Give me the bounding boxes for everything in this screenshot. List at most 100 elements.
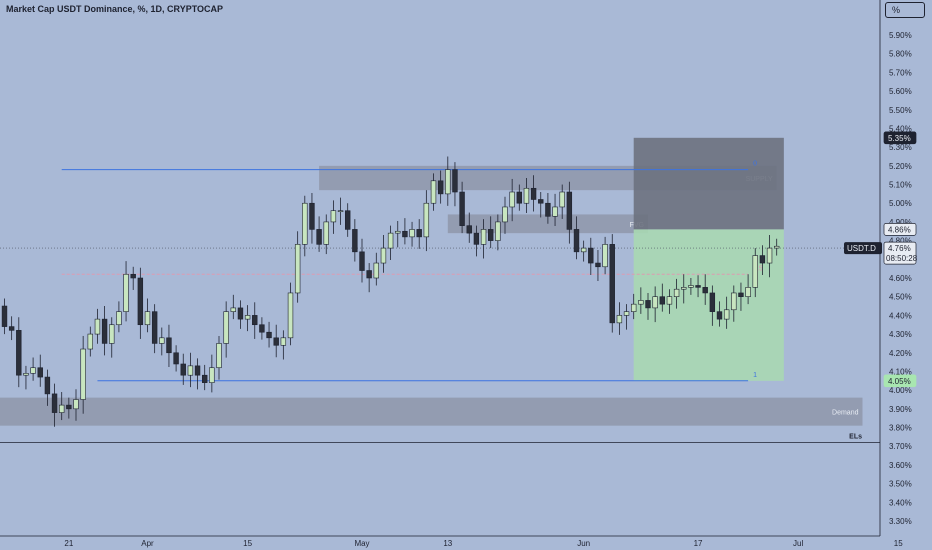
candle-up	[623, 311, 630, 316]
candle-up	[23, 373, 29, 376]
candle-up	[681, 287, 687, 290]
candle-up	[87, 333, 94, 350]
y-tick-label: 3.40%	[889, 498, 912, 507]
y-tick-label: 5.80%	[889, 50, 912, 59]
current-price-value: 4.76%	[888, 244, 911, 253]
candle-up	[337, 210, 344, 213]
candle-up	[523, 187, 530, 204]
price-tag-label: 4.05%	[888, 377, 911, 386]
y-tick-label: 5.20%	[889, 162, 912, 171]
level-top-label: 0	[753, 161, 757, 168]
candle-down	[309, 202, 315, 230]
y-tick-label: 3.30%	[889, 517, 912, 526]
x-tick-label: Apr	[141, 539, 154, 548]
candle-up	[745, 287, 751, 297]
candle-down	[588, 247, 594, 264]
level-bottom-label: 1	[753, 372, 757, 379]
candle-down	[402, 230, 408, 238]
els-label: ELs	[849, 433, 862, 440]
candle-down	[473, 232, 480, 245]
y-tick-label: 5.70%	[889, 68, 912, 77]
symbol-tag-label: USDT.D	[847, 244, 876, 253]
candle-down	[716, 311, 723, 320]
y-tick-label: 4.80%	[889, 237, 912, 246]
candle-up	[287, 292, 294, 339]
candle-up	[373, 262, 379, 279]
candle-up	[323, 221, 329, 245]
price-tag-target	[883, 374, 917, 388]
y-tick-label: 5.50%	[889, 106, 912, 115]
candle-down	[759, 255, 766, 264]
candle-down	[273, 337, 279, 346]
y-tick-label: 5.00%	[889, 199, 912, 208]
candle-up	[223, 311, 229, 344]
candle-up	[766, 247, 773, 264]
y-tick-label: 4.60%	[889, 274, 912, 283]
candle-up	[109, 324, 115, 344]
candle-down	[416, 229, 422, 238]
y-tick-label: 4.10%	[889, 367, 912, 376]
countdown-label: 08:50:28	[886, 254, 918, 263]
y-tick-label: 3.90%	[889, 405, 912, 414]
candle-up	[423, 202, 430, 238]
candle-up	[380, 247, 387, 264]
candle-up	[409, 229, 415, 238]
candle-up	[216, 343, 222, 369]
candle-up	[773, 245, 780, 249]
candle-up	[552, 206, 558, 217]
candle-down	[101, 318, 108, 344]
candle-up	[652, 296, 658, 309]
candle-up	[673, 288, 680, 297]
candle-up	[430, 180, 437, 204]
candle-up	[280, 337, 287, 346]
reward-box	[633, 229, 784, 381]
x-tick-label: 21	[64, 539, 73, 548]
y-tick-label: 3.50%	[889, 480, 912, 489]
y-tick-label: 5.10%	[889, 181, 912, 190]
candle-down	[452, 169, 458, 193]
candle-down	[566, 191, 573, 230]
candle-down	[37, 367, 43, 378]
candle-up	[723, 309, 730, 320]
candle-down	[366, 270, 372, 279]
y-tick-label: 4.30%	[889, 330, 912, 339]
candle-down	[151, 311, 158, 344]
candle-up	[616, 315, 623, 324]
y-tick-label: 5.60%	[889, 87, 912, 96]
candle-up	[688, 285, 694, 288]
candle-down	[137, 277, 144, 326]
x-tick-label: 15	[243, 539, 252, 548]
percent-scale-button[interactable]: %	[885, 2, 925, 18]
x-tick-label: May	[354, 539, 369, 548]
candle-up	[752, 255, 758, 288]
candle-down	[516, 191, 523, 204]
y-tick-label: 4.50%	[889, 293, 912, 302]
candle-up	[159, 337, 165, 344]
x-tick-label: 15	[894, 539, 903, 548]
candle-up	[80, 348, 86, 400]
candle-down	[8, 326, 15, 331]
candle-down	[573, 229, 580, 253]
chart-title: Market Cap USDT Dominance, %, 1D, CRYPTO…	[6, 4, 224, 14]
candle-down	[695, 285, 701, 288]
candle-down	[237, 307, 244, 320]
candle-up	[294, 244, 301, 294]
candle-up	[638, 300, 644, 305]
candle-down	[609, 244, 615, 324]
candle-down	[530, 187, 537, 200]
candle-up	[330, 210, 337, 223]
y-tick-label: 4.20%	[889, 349, 912, 358]
candle-down	[259, 324, 265, 333]
price-tag-label: 5.35%	[888, 134, 911, 143]
candle-down	[659, 296, 666, 305]
candle-up	[123, 273, 129, 312]
candle-up	[144, 311, 151, 326]
price-tag-risk	[883, 131, 917, 145]
candle-up	[509, 191, 515, 208]
candle-down	[316, 229, 322, 245]
candle-up	[731, 292, 737, 311]
y-tick-label: 3.70%	[889, 442, 912, 451]
price-tag-label: 4.86%	[888, 225, 911, 234]
